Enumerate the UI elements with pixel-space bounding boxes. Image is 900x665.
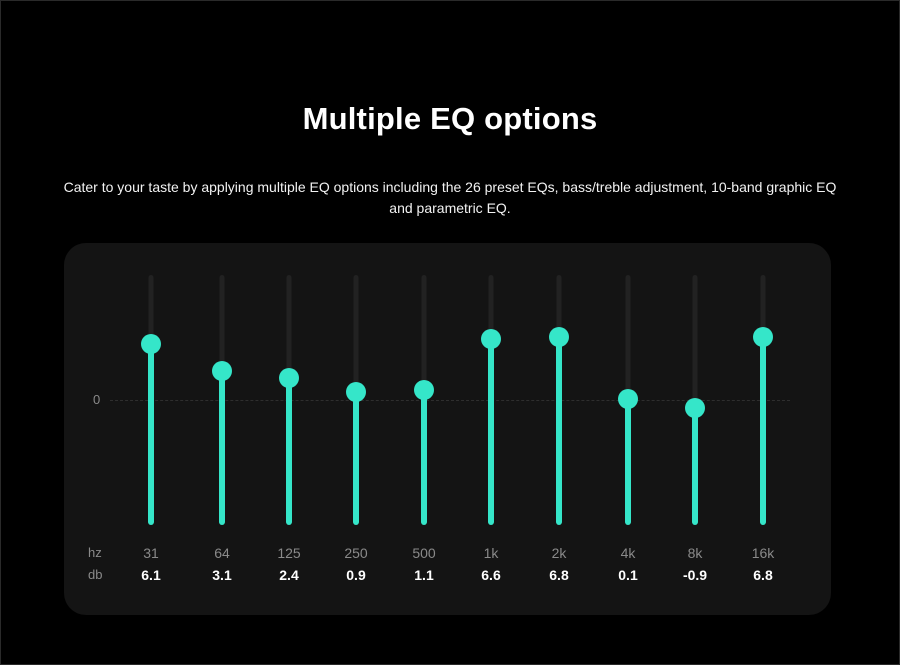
eq-band-gain: 0.1 <box>618 567 638 583</box>
eq-slider-knob[interactable] <box>141 333 161 354</box>
zero-gridline <box>110 400 790 401</box>
eq-band-gain: 6.1 <box>141 567 161 583</box>
eq-band-gain: 0.9 <box>346 567 366 583</box>
eq-slider-fill <box>556 337 562 525</box>
zero-label: 0 <box>93 392 101 407</box>
eq-slider-fill <box>286 377 292 525</box>
eq-slider-knob[interactable] <box>685 398 705 419</box>
eq-slider-knob[interactable] <box>549 327 569 348</box>
eq-slider-knob[interactable] <box>481 329 501 350</box>
hz-row-label: hz <box>88 545 102 560</box>
eq-band-frequency: 64 <box>214 545 230 561</box>
eq-band-gain: -0.9 <box>682 567 708 583</box>
eq-band-gain: 3.1 <box>212 567 232 583</box>
eq-slider-knob[interactable] <box>414 379 434 400</box>
eq-band-frequency: 1k <box>483 545 499 561</box>
eq-panel <box>64 243 831 615</box>
eq-slider-fill <box>148 343 154 525</box>
eq-band-gain: 6.6 <box>481 567 501 583</box>
eq-band-frequency: 31 <box>143 545 159 561</box>
eq-band-gain: 6.8 <box>753 567 773 583</box>
eq-band-frequency: 500 <box>412 545 436 561</box>
eq-band-frequency: 125 <box>277 545 301 561</box>
eq-band-frequency: 16k <box>751 545 775 561</box>
eq-band-frequency: 4k <box>620 545 636 561</box>
page-title: Multiple EQ options <box>302 101 598 136</box>
eq-slider-knob[interactable] <box>753 327 773 348</box>
eq-band-frequency: 8k <box>687 545 703 561</box>
page-subtitle: Cater to your taste by applying multiple… <box>63 179 837 216</box>
eq-band-gain: 2.4 <box>279 567 299 583</box>
eq-band-gain: 6.8 <box>549 567 569 583</box>
eq-slider-knob[interactable] <box>212 361 232 382</box>
eq-slider-knob[interactable] <box>346 381 366 402</box>
eq-slider-fill <box>760 337 766 525</box>
eq-slider-knob[interactable] <box>279 367 299 388</box>
eq-slider-knob[interactable] <box>618 389 638 410</box>
eq-slider-fill <box>625 399 631 525</box>
db-row-label: db <box>88 567 103 582</box>
eq-band-gain: 1.1 <box>414 567 434 583</box>
eq-slider-fill <box>421 389 427 525</box>
eq-band-frequency: 250 <box>344 545 368 561</box>
eq-slider-fill <box>692 408 698 525</box>
eq-slider-fill <box>219 371 225 525</box>
eq-slider-fill <box>353 391 359 525</box>
eq-slider-fill <box>488 339 494 525</box>
eq-band-frequency: 2k <box>551 545 567 561</box>
